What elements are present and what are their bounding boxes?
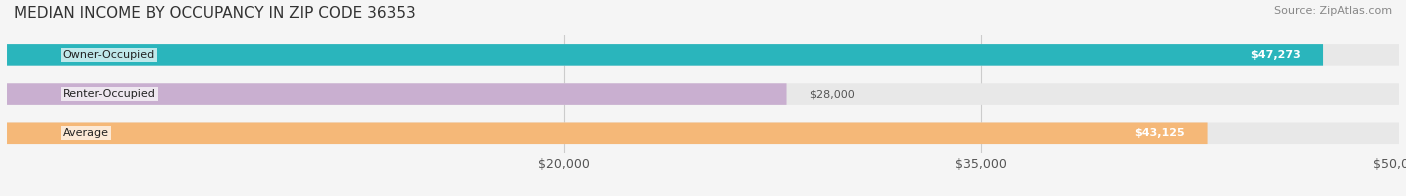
Text: Owner-Occupied: Owner-Occupied xyxy=(63,50,155,60)
FancyBboxPatch shape xyxy=(7,83,1399,105)
FancyBboxPatch shape xyxy=(7,122,1208,144)
FancyBboxPatch shape xyxy=(7,83,786,105)
FancyBboxPatch shape xyxy=(7,44,1323,66)
FancyBboxPatch shape xyxy=(7,122,1399,144)
FancyBboxPatch shape xyxy=(7,44,1399,66)
Text: $47,273: $47,273 xyxy=(1250,50,1301,60)
Text: $28,000: $28,000 xyxy=(808,89,855,99)
Text: MEDIAN INCOME BY OCCUPANCY IN ZIP CODE 36353: MEDIAN INCOME BY OCCUPANCY IN ZIP CODE 3… xyxy=(14,6,416,21)
Text: Renter-Occupied: Renter-Occupied xyxy=(63,89,156,99)
Text: Source: ZipAtlas.com: Source: ZipAtlas.com xyxy=(1274,6,1392,16)
Text: Average: Average xyxy=(63,128,108,138)
Text: $43,125: $43,125 xyxy=(1135,128,1185,138)
